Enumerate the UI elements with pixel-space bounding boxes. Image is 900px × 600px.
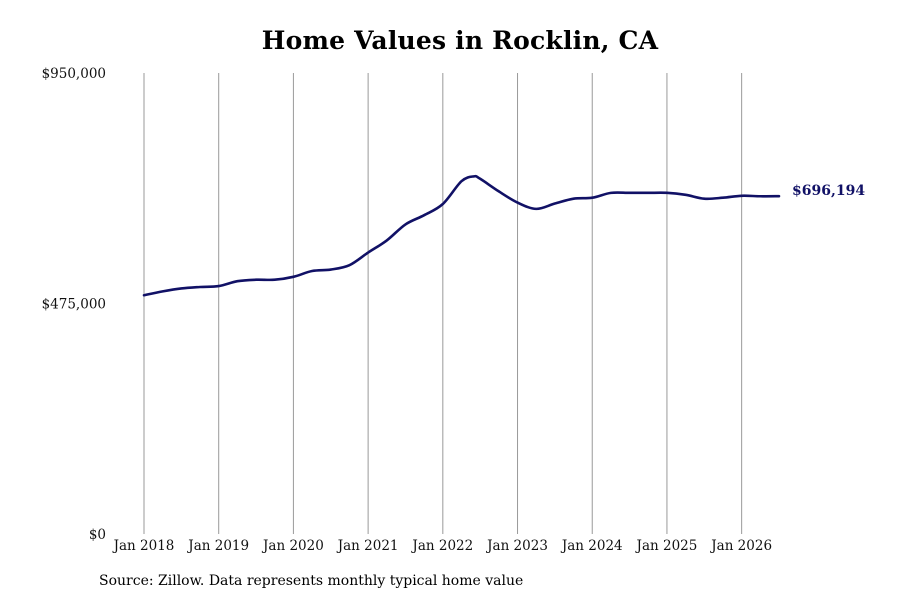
x-tick-label-2020: Jan 2020	[261, 538, 324, 554]
home-value-line	[142, 174, 781, 297]
y-tick-label-950000: $950,000	[42, 66, 106, 82]
chart-title: Home Values in Rocklin, CA	[261, 26, 659, 55]
x-tick-label-2025: Jan 2025	[635, 538, 698, 554]
x-tick-label-2022: Jan 2022	[410, 538, 473, 554]
x-tick-label-2021: Jan 2021	[336, 538, 399, 554]
y-tick-label-0: $0	[89, 527, 106, 543]
source-note: Source: Zillow. Data represents monthly …	[99, 573, 524, 589]
label-layer: $696,194	[792, 183, 865, 199]
x-tick-label-2026: Jan 2026	[709, 538, 772, 554]
y-axis: $0 $475,000 $950,000	[42, 66, 106, 543]
x-tick-label-2023: Jan 2023	[485, 538, 548, 554]
x-tick-label-2018: Jan 2018	[112, 538, 175, 554]
gridlines	[143, 73, 743, 534]
x-tick-label-2019: Jan 2019	[186, 538, 249, 554]
series-layer	[142, 174, 781, 297]
end-value-label: $696,194	[792, 183, 865, 199]
x-tick-label-2024: Jan 2024	[560, 538, 623, 554]
x-axis: Jan 2018 Jan 2019 Jan 2020 Jan 2021 Jan 2022…	[112, 538, 772, 554]
y-tick-label-475000: $475,000	[42, 297, 106, 313]
